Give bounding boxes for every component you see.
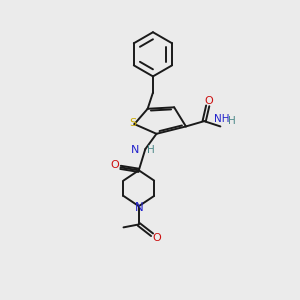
Text: NH: NH	[214, 114, 229, 124]
Text: S: S	[129, 118, 136, 128]
Text: H: H	[228, 116, 236, 126]
Text: H: H	[147, 145, 154, 155]
Text: O: O	[110, 160, 119, 170]
Text: O: O	[205, 96, 214, 106]
Text: N: N	[130, 145, 139, 155]
Text: N: N	[134, 201, 143, 214]
Text: O: O	[152, 233, 161, 243]
